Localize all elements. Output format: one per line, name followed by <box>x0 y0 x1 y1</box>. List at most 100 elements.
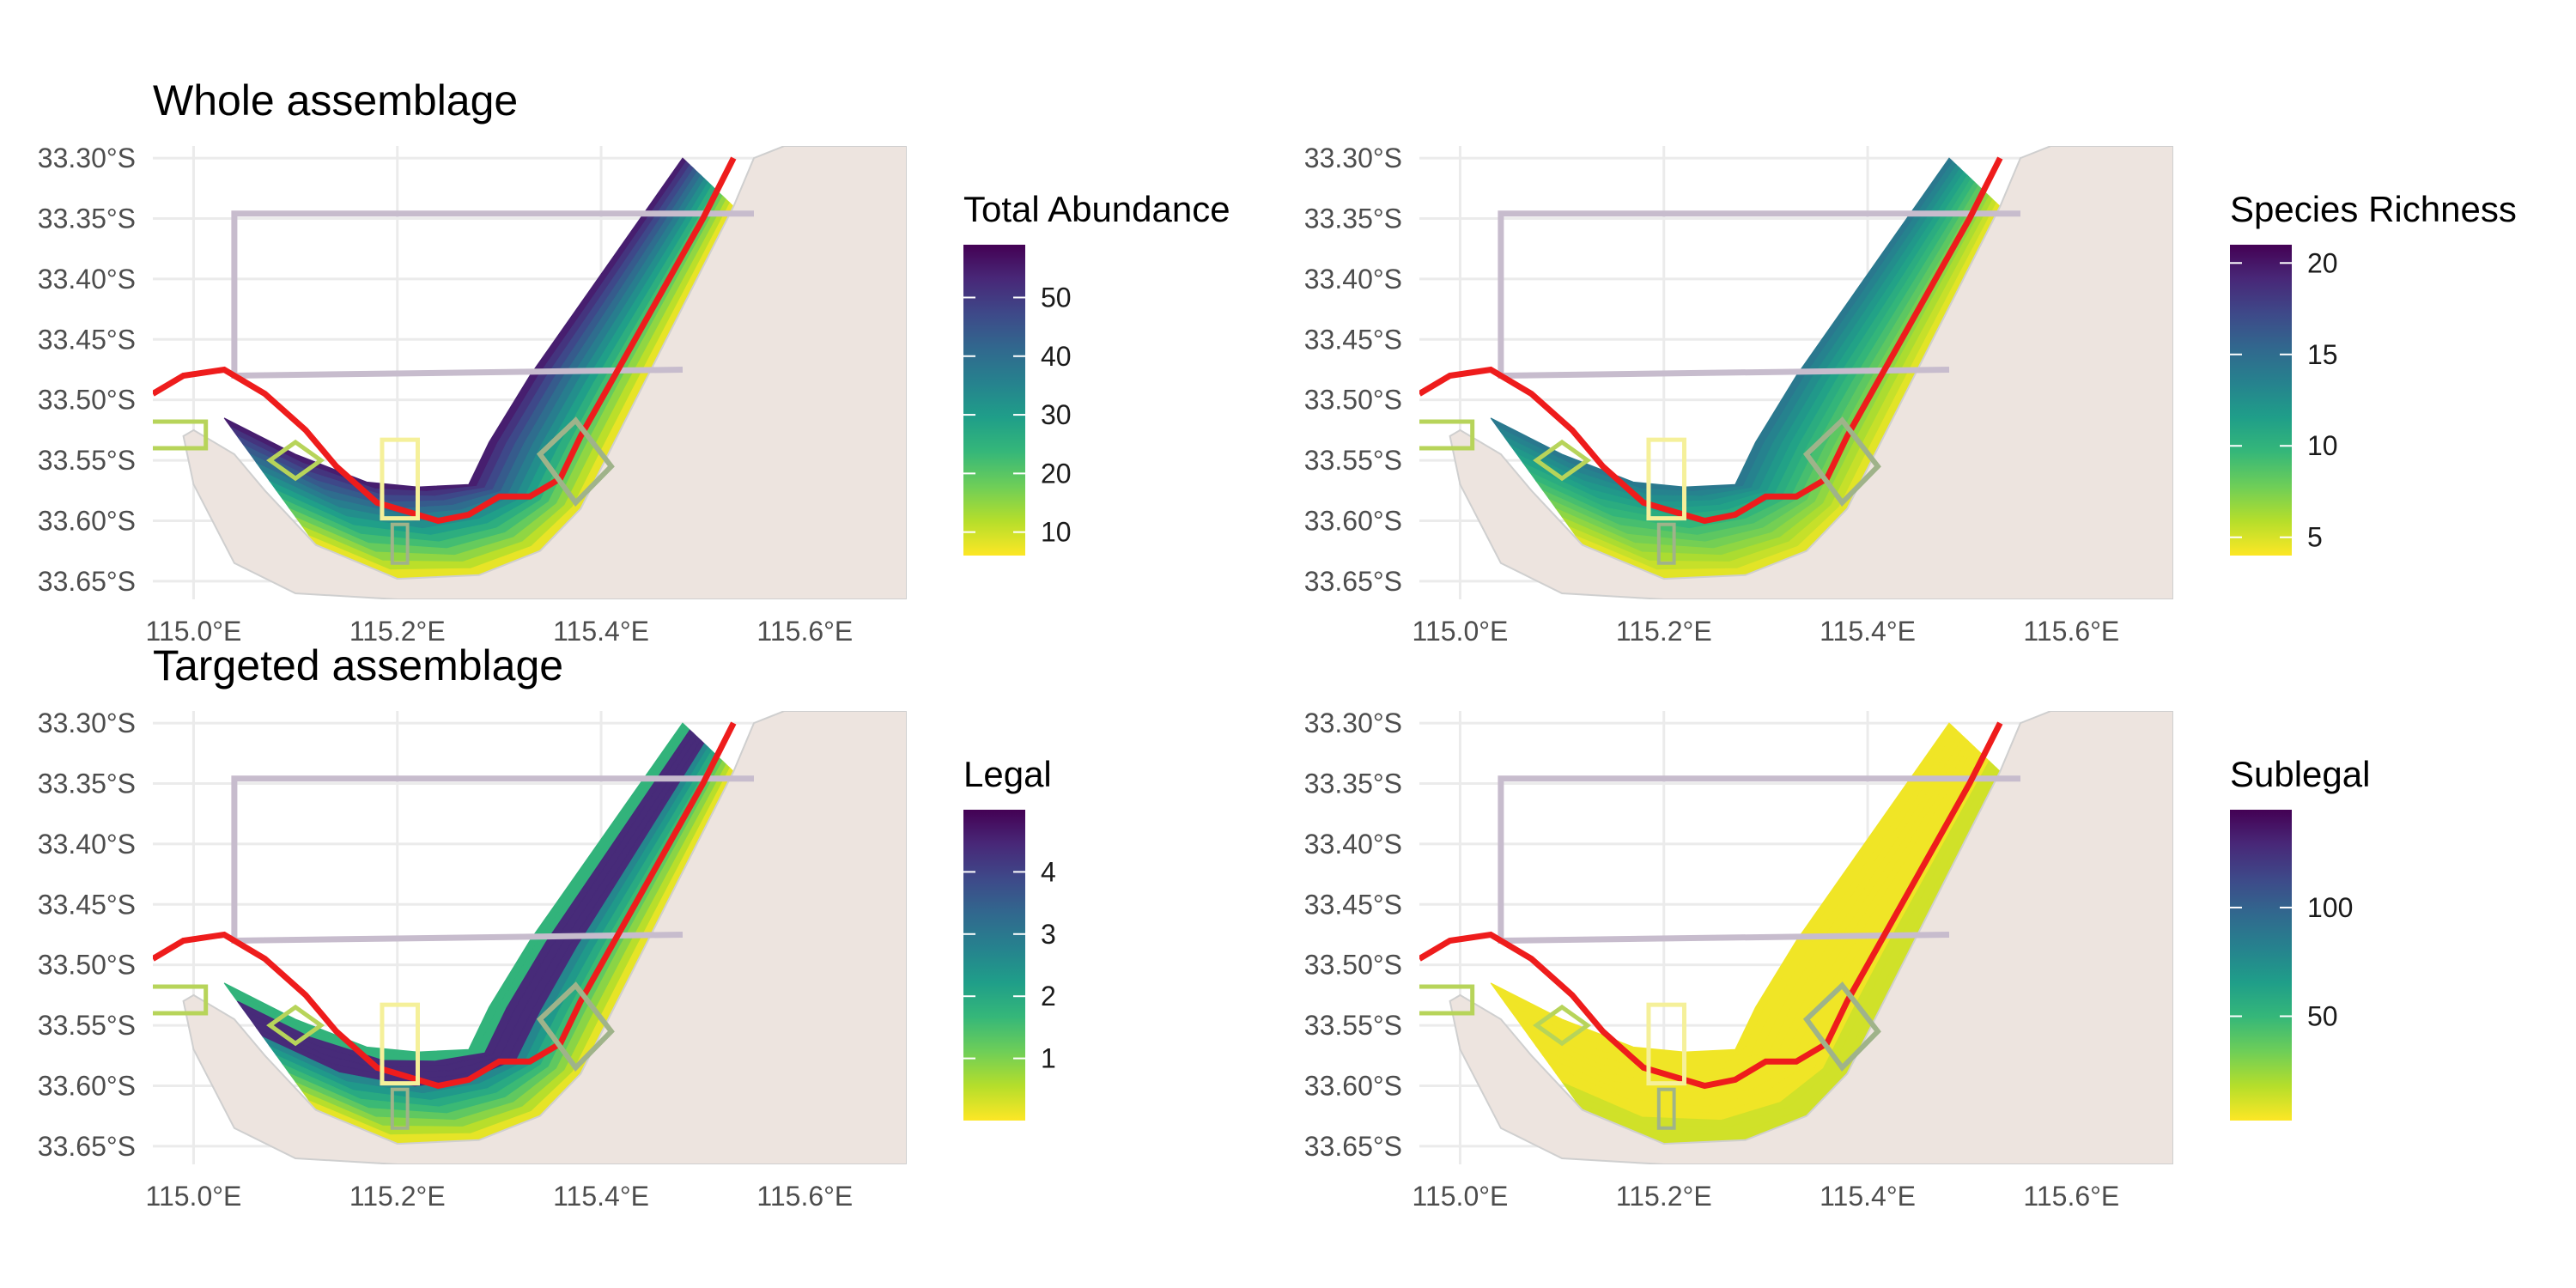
map-panel-legal: 33.30°S 33.35°S 33.40°S 33.45°S 33.50°S 33.55… <box>0 694 1288 1261</box>
zone-diamond-large <box>1802 981 1881 1072</box>
lon-tick-label: 115.0°E <box>1413 616 1509 647</box>
lat-tick-label: 33.55°S <box>38 445 136 476</box>
zone-rect-yellow <box>1646 437 1686 521</box>
lat-tick-label: 33.50°S <box>38 950 136 981</box>
zone-rect-west <box>153 984 209 1016</box>
zone-rect-small <box>1656 522 1676 565</box>
zone-rect-west <box>1419 984 1475 1016</box>
lat-tick-label: 33.35°S <box>38 203 136 234</box>
depth-boundary-line <box>1419 156 2003 525</box>
lon-tick-label: 115.2°E <box>349 1181 446 1212</box>
lat-tick-label: 33.55°S <box>1304 1010 1402 1041</box>
map-panel-total-abundance: 33.30°S 33.35°S 33.40°S 33.45°S 33.50°S 33.55… <box>0 129 1288 696</box>
zone-diamond-small <box>266 439 325 482</box>
lat-tick-label: 33.60°S <box>38 1070 136 1101</box>
lat-tick-label: 33.55°S <box>38 1010 136 1041</box>
zone-rect-small <box>390 1087 410 1130</box>
legend-colorbar <box>2230 245 2292 556</box>
map-svg: 33.30°S 33.35°S 33.40°S 33.45°S 33.50°S 33.55… <box>38 708 1056 1212</box>
land-polygon <box>1449 711 2173 1164</box>
lon-tick-label: 115.4°E <box>1820 616 1916 647</box>
land-polygon <box>182 146 907 599</box>
lat-tick-label: 33.60°S <box>38 505 136 536</box>
depth-boundary-line <box>153 721 737 1090</box>
zone-diamond-small <box>1533 439 1592 482</box>
lat-tick-label: 33.40°S <box>38 829 136 860</box>
zone-rect-small <box>1656 1087 1676 1130</box>
lon-tick-label: 115.0°E <box>146 616 242 647</box>
lon-tick-label: 115.6°E <box>2023 1181 2119 1212</box>
legend-tick-label: 4 <box>1041 856 1056 887</box>
lon-tick-label: 115.2°E <box>1616 616 1712 647</box>
lat-tick-label: 33.45°S <box>38 889 136 920</box>
lat-tick-label: 33.65°S <box>38 566 136 597</box>
depth-boundary-line <box>153 156 737 525</box>
legend-colorbar <box>963 810 1025 1121</box>
legend-tick-label: 10 <box>2307 430 2338 461</box>
lat-tick-label: 33.65°S <box>1304 1131 1402 1162</box>
zone-diamond-small <box>1533 1004 1592 1047</box>
whole-assemblage-title: Whole assemblage <box>153 76 519 125</box>
depth-boundary-line <box>1419 721 2003 1090</box>
lon-tick-label: 115.2°E <box>349 616 446 647</box>
legend-title: Sublegal <box>2230 754 2370 794</box>
map-svg: 33.30°S 33.35°S 33.40°S 33.45°S 33.50°S 33.55… <box>1304 143 2517 647</box>
zone-diamond-small <box>266 1004 325 1047</box>
lat-tick-label: 33.30°S <box>38 143 136 173</box>
lat-tick-label: 33.60°S <box>1304 1070 1402 1101</box>
lat-tick-label: 33.50°S <box>38 385 136 416</box>
lon-tick-label: 115.6°E <box>756 616 853 647</box>
lon-tick-label: 115.4°E <box>1820 1181 1916 1212</box>
legend-tick-label: 30 <box>1041 399 1072 430</box>
legend-tick-label: 40 <box>1041 341 1072 372</box>
lat-tick-label: 33.40°S <box>1304 829 1402 860</box>
lat-tick-label: 33.30°S <box>1304 708 1402 738</box>
lat-tick-label: 33.50°S <box>1304 950 1402 981</box>
lat-tick-label: 33.45°S <box>1304 324 1402 355</box>
legend-title: Total Abundance <box>963 189 1230 229</box>
lon-tick-label: 115.0°E <box>146 1181 242 1212</box>
lon-tick-label: 115.4°E <box>553 1181 649 1212</box>
lat-tick-label: 33.45°S <box>1304 889 1402 920</box>
legend-colorbar <box>963 245 1025 556</box>
legend-title: Legal <box>963 754 1052 794</box>
sanctuary-boundary <box>231 210 754 380</box>
land-polygon <box>182 711 907 1164</box>
zone-diamond-large <box>1802 416 1881 507</box>
map-panel-sublegal: 33.30°S 33.35°S 33.40°S 33.45°S 33.50°S 33.55… <box>1267 694 2555 1261</box>
lat-tick-label: 33.35°S <box>1304 768 1402 799</box>
lat-tick-label: 33.45°S <box>38 324 136 355</box>
lat-tick-label: 33.35°S <box>1304 203 1402 234</box>
lon-tick-label: 115.6°E <box>2023 616 2119 647</box>
sanctuary-boundary <box>231 775 754 945</box>
lat-tick-label: 33.65°S <box>38 1131 136 1162</box>
legend-tick-label: 20 <box>2307 247 2338 278</box>
lat-tick-label: 33.60°S <box>1304 505 1402 536</box>
sanctuary-boundary <box>1498 775 2020 945</box>
lat-tick-label: 33.55°S <box>1304 445 1402 476</box>
legend-tick-label: 50 <box>1041 282 1072 313</box>
legend-tick-label: 2 <box>1041 981 1056 1012</box>
land-polygon <box>1449 146 2173 599</box>
legend-tick-label: 5 <box>2307 522 2323 553</box>
zone-diamond-large <box>536 416 615 507</box>
lat-tick-label: 33.30°S <box>1304 143 1402 173</box>
lat-tick-label: 33.35°S <box>38 768 136 799</box>
lon-tick-label: 115.0°E <box>1413 1181 1509 1212</box>
zone-rect-yellow <box>380 437 420 521</box>
sanctuary-boundary <box>1498 210 2020 380</box>
targeted-assemblage-title: Targeted assemblage <box>153 641 564 690</box>
map-svg: 33.30°S 33.35°S 33.40°S 33.45°S 33.50°S 33.55… <box>38 143 1230 647</box>
map-panel-species-richness: 33.30°S 33.35°S 33.40°S 33.45°S 33.50°S 33.55… <box>1267 129 2555 696</box>
zone-rect-west <box>1419 419 1475 451</box>
legend-tick-label: 1 <box>1041 1043 1056 1074</box>
lat-tick-label: 33.65°S <box>1304 566 1402 597</box>
legend-tick-label: 20 <box>1041 458 1072 489</box>
lon-tick-label: 115.4°E <box>553 616 649 647</box>
legend-tick-label: 100 <box>2307 892 2353 923</box>
zone-rect-west <box>153 419 209 451</box>
legend-tick-label: 15 <box>2307 339 2338 370</box>
legend-tick-label: 50 <box>2307 1000 2338 1031</box>
lat-tick-label: 33.50°S <box>1304 385 1402 416</box>
zone-diamond-large <box>536 981 615 1072</box>
